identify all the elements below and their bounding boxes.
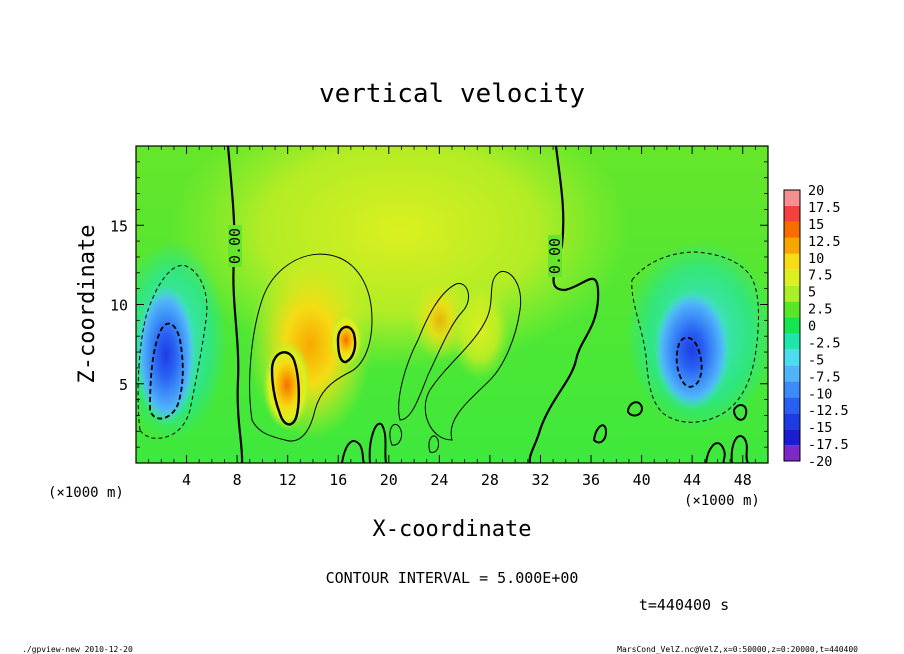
y-tick-label: 15 bbox=[110, 217, 128, 235]
footer-right: MarsCond_VelZ.nc@VelZ,x=0:50000,z=0:2000… bbox=[617, 645, 858, 654]
colorbar-swatch bbox=[784, 301, 800, 318]
colorbar-label: 12.5 bbox=[808, 234, 841, 250]
zero-contour-bump-7 bbox=[732, 404, 748, 421]
contour-plus10-core-2 bbox=[336, 325, 357, 364]
field-left-downdraft bbox=[136, 285, 196, 425]
colorbar-label: -10 bbox=[808, 386, 832, 402]
x-tick-label: 24 bbox=[430, 471, 448, 489]
contour-plus5-mid bbox=[398, 283, 470, 421]
colorbar-label: 20 bbox=[808, 183, 824, 199]
colorbar-swatch bbox=[784, 381, 800, 398]
contour-plus5-small-1 bbox=[389, 423, 403, 446]
x-tick-label: 28 bbox=[481, 471, 499, 489]
colorbar-swatch bbox=[784, 349, 800, 366]
colorbar-swatch bbox=[784, 269, 800, 286]
colorbar-label: 10 bbox=[808, 251, 824, 267]
contour-minus5-left bbox=[137, 265, 208, 439]
contour-minus5-right bbox=[631, 251, 759, 423]
x-unit-label-left: (×1000 m) bbox=[48, 485, 124, 501]
y-tick-label: 10 bbox=[110, 297, 128, 315]
colorbar-label: -2.5 bbox=[808, 335, 841, 351]
x-tick-label: 4 bbox=[182, 471, 191, 489]
x-unit-label-right: (×1000 m) bbox=[684, 493, 760, 509]
colorbar-label: 17.5 bbox=[808, 200, 841, 216]
zero-contour-bump-5 bbox=[705, 442, 726, 463]
colorbar-swatch bbox=[784, 429, 800, 446]
contour-plus5-main bbox=[249, 253, 373, 442]
field-right-downdraft bbox=[654, 290, 730, 410]
colorbar-swatch bbox=[784, 413, 800, 430]
colorbar-swatch bbox=[784, 237, 800, 254]
colorbar-label: 15 bbox=[808, 217, 824, 233]
x-tick-label: 48 bbox=[734, 471, 752, 489]
colorbar-swatch bbox=[784, 205, 800, 222]
plot-area bbox=[136, 146, 768, 463]
contour-minus10-left bbox=[149, 322, 184, 420]
colorbar-label: -20 bbox=[808, 454, 832, 470]
x-tick-label: 40 bbox=[633, 471, 651, 489]
colorbar-swatch bbox=[784, 285, 800, 302]
colorbar-label: 7.5 bbox=[808, 268, 832, 284]
colorbar-label: -17.5 bbox=[808, 437, 849, 453]
zero-contour-right bbox=[528, 146, 600, 463]
time-text: t=440400 s bbox=[639, 596, 729, 614]
colorbar-label: 5 bbox=[808, 285, 816, 301]
zero-contour-bump-6 bbox=[730, 435, 749, 463]
colorbar-label: 0 bbox=[808, 319, 816, 335]
contour-plus10-core-1 bbox=[270, 351, 300, 426]
colorbar-label: 2.5 bbox=[808, 302, 832, 318]
x-axis: 4 8 12 16 20 24 28 32 36 40 44 48 bbox=[148, 146, 756, 489]
x-axis-title: X-coordinate bbox=[373, 517, 532, 542]
colorbar-label: -7.5 bbox=[808, 369, 841, 385]
x-tick-label: 20 bbox=[380, 471, 398, 489]
zero-contour-bump-4 bbox=[626, 401, 644, 417]
contour-plus5-right bbox=[424, 270, 522, 441]
y-axis-title: Z-coordinate bbox=[75, 225, 100, 384]
colorbar-swatch bbox=[784, 365, 800, 382]
zero-contour-bump-1 bbox=[341, 440, 365, 463]
x-tick-label: 16 bbox=[329, 471, 347, 489]
contour-interval-text: CONTOUR INTERVAL = 5.000E+00 bbox=[326, 569, 579, 587]
footer-left: ./gpview-new 2010-12-20 bbox=[22, 645, 133, 654]
zero-contour-left bbox=[226, 146, 244, 463]
zero-contour-bump-3 bbox=[592, 424, 608, 444]
zero-label-bg-left bbox=[228, 225, 242, 267]
contour-plus5-small-2 bbox=[428, 435, 439, 453]
colorbar-label: -15 bbox=[808, 420, 832, 436]
colorbar-label: -5 bbox=[808, 352, 824, 368]
colorbar-frame bbox=[783, 189, 801, 462]
x-tick-label: 44 bbox=[683, 471, 701, 489]
x-tick-label: 12 bbox=[279, 471, 297, 489]
colorbar-label: -12.5 bbox=[808, 403, 849, 419]
colorbar-swatch bbox=[784, 445, 800, 461]
zero-contour-label-right: 0.00 bbox=[546, 238, 564, 274]
colorbar: -20-17.5-15-12.5-10-7.5-5-2.502.557.5101… bbox=[783, 183, 849, 470]
x-tick-label: 36 bbox=[582, 471, 600, 489]
field-updraft-core-2 bbox=[330, 314, 362, 366]
colorbar-swatch bbox=[784, 253, 800, 270]
chart-title: vertical velocity bbox=[319, 79, 585, 109]
zero-contour-label-left: 0.00 bbox=[226, 228, 244, 264]
zero-contour-bump-2 bbox=[368, 422, 387, 463]
colorbar-swatch bbox=[784, 317, 800, 334]
x-tick-label: 32 bbox=[531, 471, 549, 489]
y-axis: 5 10 15 bbox=[110, 161, 768, 448]
colorbar-swatch bbox=[784, 221, 800, 238]
y-tick-label: 5 bbox=[119, 376, 128, 394]
colorbar-swatch bbox=[784, 333, 800, 350]
contour-minus10-right bbox=[675, 336, 703, 388]
colorbar-swatch bbox=[784, 190, 800, 206]
zero-label-bg-right bbox=[548, 235, 562, 277]
colorbar-swatch bbox=[784, 397, 800, 414]
x-tick-label: 8 bbox=[233, 471, 242, 489]
